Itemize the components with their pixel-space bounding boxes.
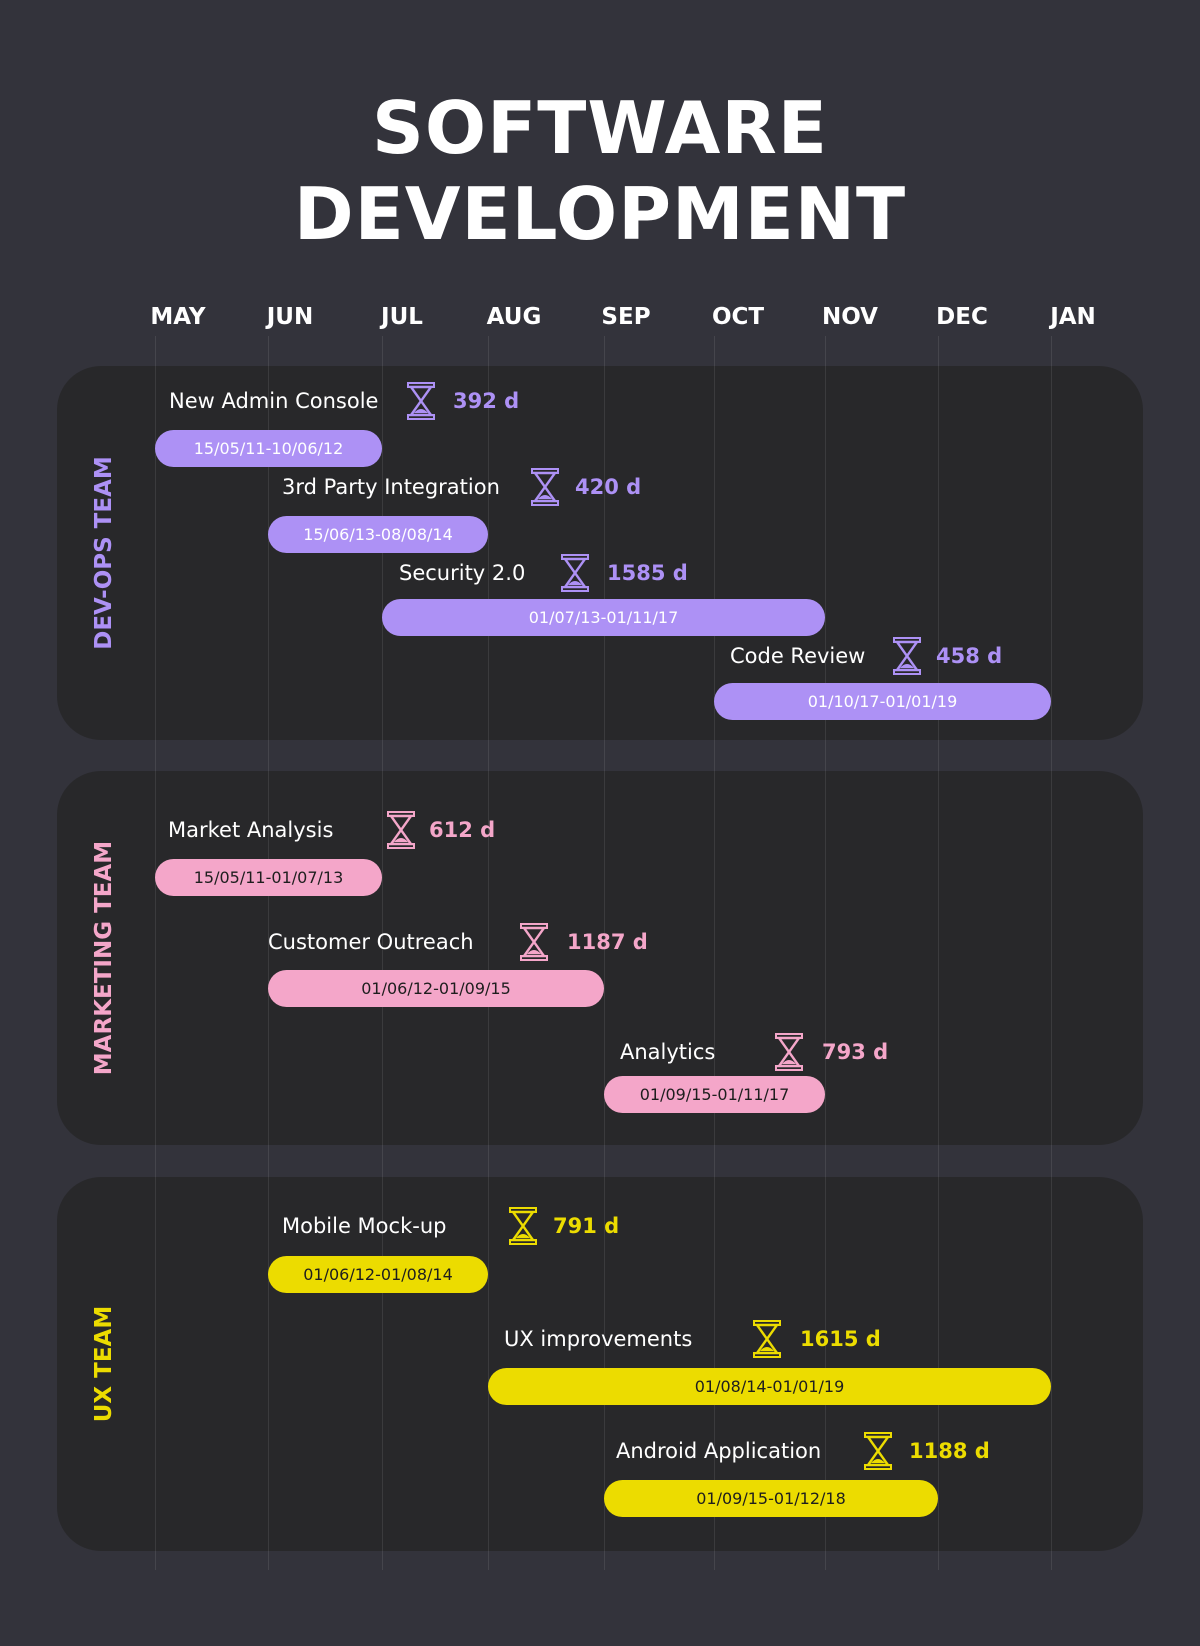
task-duration: 1188 d [909,1439,990,1463]
task-name: Market Analysis [168,818,334,842]
task-name: Customer Outreach [268,930,474,954]
month-label: DEC [936,304,988,330]
task-bar[interactable]: 01/10/17-01/01/19 [714,683,1051,720]
task-bar[interactable]: 01/07/13-01/11/17 [382,599,825,636]
gridline [268,336,269,1570]
task-bar[interactable]: 15/06/13-08/08/14 [268,516,488,553]
team-label: MARKETING TEAM [91,840,117,1076]
task-name: UX improvements [504,1327,693,1351]
task-dates: 01/07/13-01/11/17 [528,608,679,627]
hourglass-icon [892,636,922,676]
gridline [938,336,939,1570]
task-bar[interactable]: 15/05/11-10/06/12 [155,430,382,467]
task-dates: 01/09/15-01/11/17 [639,1085,790,1104]
team-panel [57,1177,1143,1551]
task-duration: 392 d [453,389,520,413]
task-bar[interactable]: 01/06/12-01/08/14 [268,1256,488,1293]
gridline [1051,336,1052,1570]
hourglass-icon [560,553,590,593]
task-bar[interactable]: 15/05/11-01/07/13 [155,859,382,896]
gridline [382,336,383,1570]
task-name: 3rd Party Integration [282,475,500,499]
month-label: OCT [711,304,765,330]
gridline [825,336,826,1570]
hourglass-icon [508,1206,538,1246]
hourglass-icon [519,922,549,962]
task-duration: 1187 d [567,930,648,954]
month-label: SEP [601,304,651,330]
task-name: Analytics [620,1040,716,1064]
gridline [604,336,605,1570]
task-name: Android Application [616,1439,822,1463]
hourglass-icon [530,467,560,507]
gridline [488,336,489,1570]
month-label: JUL [381,304,423,330]
gridline [155,336,156,1570]
task-name: New Admin Console [169,389,379,413]
task-dates: 01/06/12-01/09/15 [361,979,511,998]
month-label: MAY [150,304,206,330]
task-duration: 1615 d [800,1327,881,1351]
task-duration: 420 d [575,475,642,499]
task-dates: 15/06/13-08/08/14 [303,525,453,544]
hourglass-icon [863,1431,893,1471]
task-bar[interactable]: 01/09/15-01/11/17 [604,1076,825,1113]
month-label: JUN [266,304,314,330]
task-dates: 01/06/12-01/08/14 [303,1265,453,1284]
month-label: AUG [486,304,542,330]
task-name: Code Review [730,644,866,668]
team-panel [57,366,1143,740]
task-bar[interactable]: 01/08/14-01/01/19 [488,1368,1051,1405]
hourglass-icon [752,1319,782,1359]
task-duration: 1585 d [607,561,688,585]
task-bar[interactable]: 01/09/15-01/12/18 [604,1480,938,1517]
task-duration: 793 d [822,1040,889,1064]
gridline [714,336,715,1570]
page-title: SOFTWARE DEVELOPMENT [0,85,1200,257]
task-duration: 612 d [429,818,496,842]
task-dates: 15/05/11-01/07/13 [193,868,344,887]
task-dates: 01/09/15-01/12/18 [696,1489,846,1508]
month-label: JAN [1050,304,1096,330]
title-line-2: DEVELOPMENT [293,172,907,256]
month-label: NOV [822,304,878,330]
hourglass-icon [406,381,436,421]
task-dates: 01/10/17-01/01/19 [807,692,958,711]
hourglass-icon [774,1032,804,1072]
task-name: Mobile Mock-up [282,1214,447,1238]
team-panel [57,771,1143,1145]
hourglass-icon [386,810,416,850]
team-label: DEV-OPS TEAM [91,456,117,650]
task-dates: 01/08/14-01/01/19 [694,1377,845,1396]
team-label: UX TEAM [91,1305,117,1423]
task-dates: 15/05/11-10/06/12 [193,439,344,458]
task-name: Security 2.0 [399,561,526,585]
task-duration: 458 d [936,644,1003,668]
task-duration: 791 d [553,1214,620,1238]
task-bar[interactable]: 01/06/12-01/09/15 [268,970,604,1007]
title-line-1: SOFTWARE [372,86,828,170]
